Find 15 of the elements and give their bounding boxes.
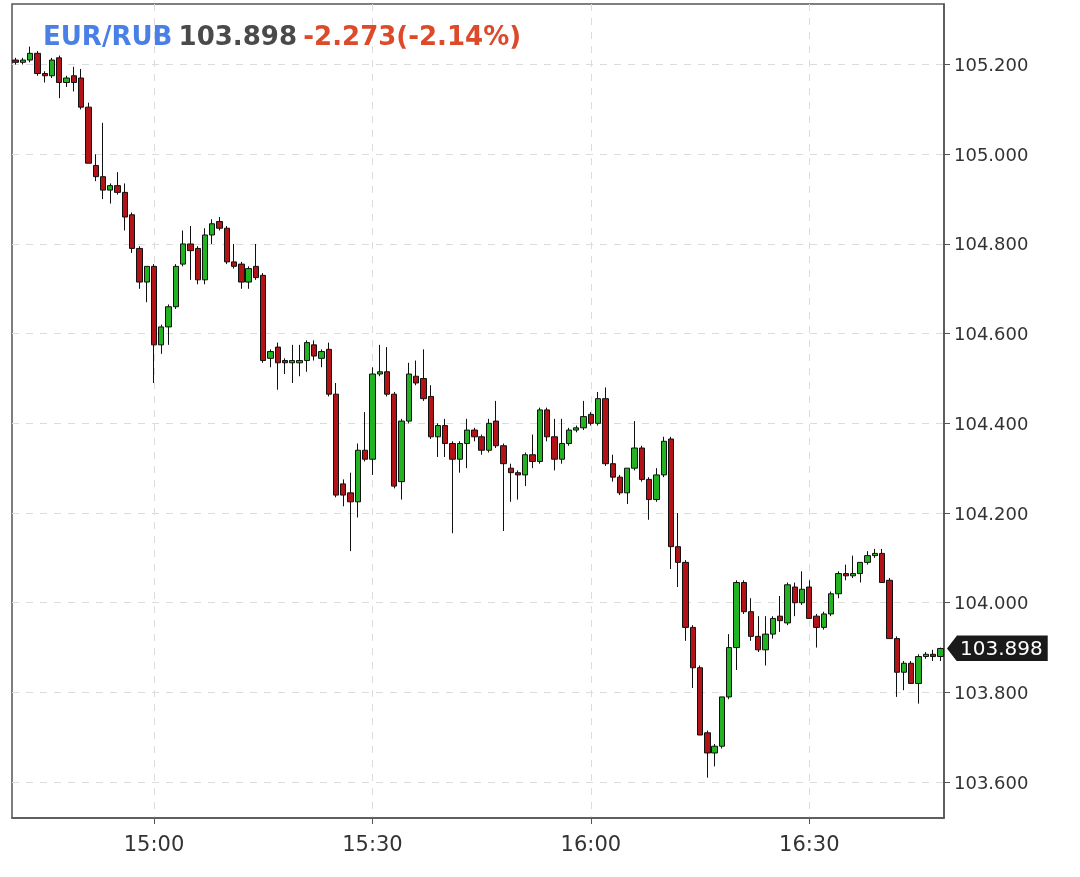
y-tick-label: 103.600	[954, 771, 1029, 793]
y-tick-label: 104.000	[954, 592, 1029, 614]
y-tick-label: 104.400	[954, 412, 1029, 434]
text: EUR/RUB 103.898 -2.273(-2.14%)	[43, 21, 522, 51]
y-tick-label: 103.800	[954, 681, 1029, 703]
x-tick-label: 16:30	[779, 831, 840, 856]
x-tick-label: 15:00	[123, 831, 185, 856]
price-tag: 103.898	[947, 635, 1048, 662]
y-tick-label: 105.000	[954, 143, 1029, 165]
x-tick-label: 15:30	[342, 831, 403, 856]
y-tick-label: 104.200	[954, 502, 1029, 524]
y-tick-label: 104.800	[954, 233, 1029, 255]
y-tick-label: 104.600	[954, 323, 1029, 345]
y-tick-label: 105.200	[954, 54, 1029, 76]
x-tick-label: 16:00	[560, 831, 622, 856]
